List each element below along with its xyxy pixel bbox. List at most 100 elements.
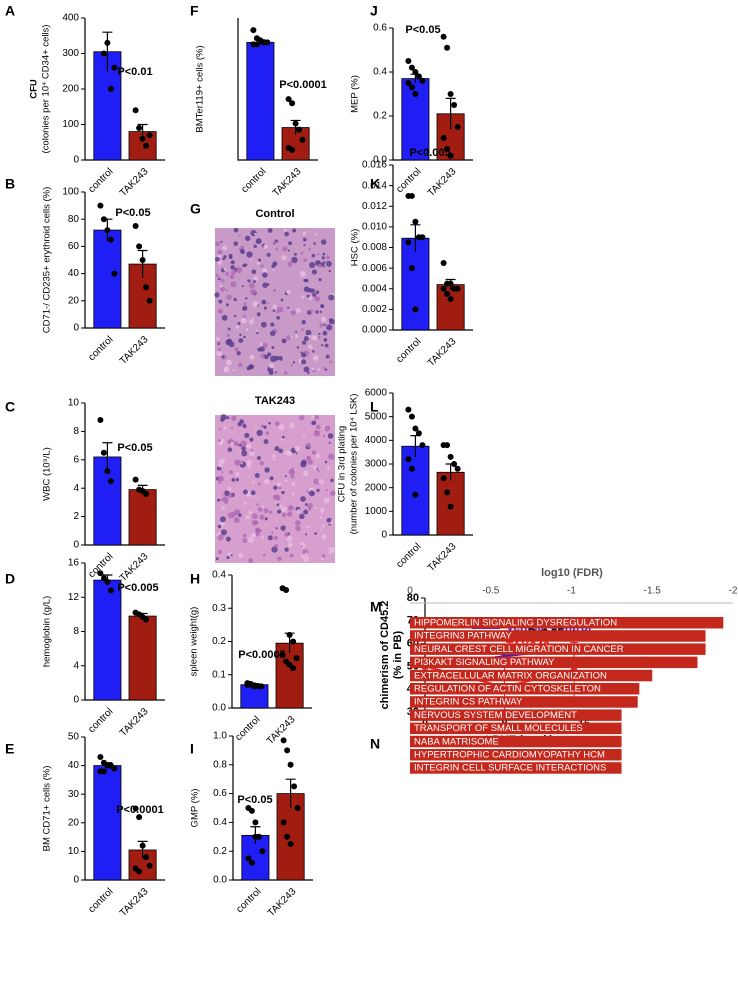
- bar: [93, 579, 122, 701]
- data-point: [419, 77, 426, 84]
- data-point: [250, 27, 257, 34]
- data-point: [293, 655, 300, 662]
- histology-cell: [311, 415, 315, 419]
- data-point: [412, 306, 419, 313]
- panel-label: I: [190, 741, 194, 757]
- y-tick-label: 0.012: [362, 201, 387, 212]
- histology-cell: [317, 368, 321, 371]
- p-value: P<0.005: [117, 582, 158, 594]
- data-point: [97, 754, 104, 761]
- histology-cell: [274, 494, 281, 501]
- histology-cell: [288, 468, 295, 476]
- histology-cell: [246, 443, 252, 449]
- data-point: [454, 285, 461, 292]
- histology-cell: [228, 493, 233, 499]
- data-point: [136, 814, 143, 821]
- data-point: [405, 406, 412, 413]
- histology-cell: [306, 294, 310, 298]
- x-tick-label: TAK243: [118, 886, 151, 919]
- y-axis-label: WBC (10⁹/L): [42, 447, 53, 501]
- data-point: [454, 124, 461, 130]
- y-tick-label: 0.0: [212, 703, 226, 714]
- data-point: [283, 586, 290, 593]
- histology-cell: [330, 490, 336, 496]
- bar: [436, 284, 465, 331]
- histology-cell: [326, 517, 332, 523]
- histology-cell: [240, 462, 243, 465]
- histology-cell: [271, 264, 276, 268]
- histology-cell: [317, 253, 320, 256]
- histology-cell: [258, 258, 262, 262]
- data-point: [100, 216, 107, 223]
- bar-label: NERVOUS SYSTEM DEVELOPMENT: [414, 710, 577, 721]
- histology-cell: [321, 316, 327, 322]
- histology-cell: [263, 244, 268, 249]
- bar: [410, 683, 640, 695]
- histology-cell: [328, 546, 335, 554]
- y-tick-label: 50: [68, 732, 80, 743]
- panel-label: E: [5, 741, 14, 757]
- x-tick-label: -1.5: [644, 586, 662, 597]
- histology-cell: [315, 453, 321, 459]
- data-point: [259, 848, 266, 855]
- histology-cell: [303, 286, 310, 292]
- histology-cell: [259, 342, 264, 346]
- histology-cell: [286, 535, 293, 542]
- histology-cell: [319, 310, 322, 314]
- histology-cell: [318, 479, 324, 485]
- y-tick-label: 20: [68, 295, 80, 306]
- histology-cell: [309, 309, 314, 313]
- histology-cell: [222, 257, 225, 261]
- histology-cell: [273, 288, 277, 292]
- histology-cell: [223, 426, 227, 431]
- data-point: [146, 862, 153, 869]
- histology-cell: [253, 520, 259, 526]
- histology-cell: [244, 235, 251, 242]
- data-point: [451, 461, 458, 467]
- histology-cell: [294, 252, 297, 256]
- histology-cell: [230, 270, 236, 276]
- x-tick-label: -2: [729, 586, 738, 597]
- bar-label: INTEGRIN CS PATHWAY: [414, 697, 523, 708]
- x-tick-label: TAK243: [426, 166, 459, 199]
- histology-cell: [265, 431, 270, 435]
- histology-cell: [242, 424, 247, 429]
- histology-cell: [230, 281, 237, 288]
- histology-cell: [261, 535, 264, 539]
- histology-cell: [290, 310, 296, 316]
- histology-cell: [330, 478, 334, 483]
- histology-cell: [300, 251, 304, 255]
- data-point: [97, 570, 104, 577]
- histology-cell: [280, 298, 284, 302]
- histology-cell: [256, 240, 260, 244]
- image-title: TAK243: [255, 395, 295, 407]
- histology-cell: [272, 304, 277, 309]
- data-point: [287, 761, 294, 768]
- y-tick-label: 400: [62, 13, 79, 24]
- data-point: [252, 819, 259, 826]
- y-tick-label: 0.006: [362, 263, 387, 274]
- histology-cell: [264, 467, 270, 473]
- histology-cell: [303, 366, 310, 373]
- x-tick-label: control: [394, 166, 423, 195]
- histology-cell: [234, 346, 239, 352]
- y-axis-label: CFU in 3rd plating: [337, 426, 348, 503]
- histology-cell: [308, 344, 313, 349]
- y-tick-label: 0.002: [362, 304, 387, 315]
- data-point: [440, 475, 447, 482]
- histology-cell: [235, 472, 240, 477]
- histology-cell: [246, 366, 251, 371]
- histology-cell: [260, 264, 264, 268]
- histology-cell: [250, 258, 253, 261]
- histology-cell: [296, 346, 300, 349]
- data-point: [289, 100, 296, 107]
- histology-cell: [262, 342, 268, 349]
- histology-cell: [291, 481, 296, 486]
- data-point: [285, 96, 292, 103]
- histology-cell: [296, 509, 301, 513]
- y-axis-label: spleen weight(g): [189, 607, 200, 677]
- histology-cell: [268, 363, 275, 369]
- data-point: [408, 64, 415, 71]
- error-bar: [445, 97, 456, 130]
- histology-cell: [220, 286, 226, 292]
